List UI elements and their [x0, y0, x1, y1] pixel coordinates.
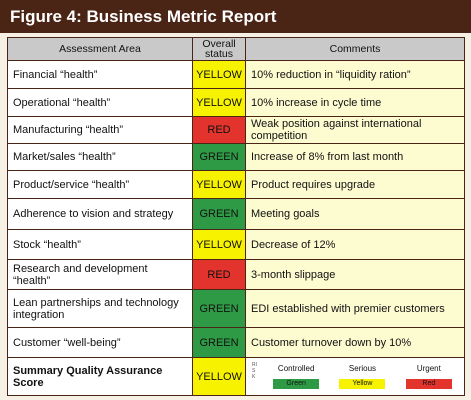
legend-swatch: Yellow	[339, 379, 386, 390]
metric-row: Operational “health” YELLOW 10% increase i…	[7, 88, 465, 117]
status-cell: GREEN	[192, 198, 246, 230]
comment: Increase of 8% from last month	[245, 143, 465, 171]
column-header: Overall status	[192, 37, 246, 61]
comment: Decrease of 12%	[245, 229, 465, 260]
legend-label: Urgent	[416, 363, 441, 373]
legend-level: Serious Yellow	[329, 361, 395, 393]
status-cell: GREEN	[192, 289, 246, 328]
summary-status: YELLOW	[192, 357, 246, 396]
assessment-area: Stock “health”	[7, 229, 193, 260]
comment: Product requires upgrade	[245, 170, 465, 199]
metric-row: Customer “well-being” GREEN Customer turno…	[7, 327, 465, 358]
legend-swatch: Red	[405, 379, 452, 390]
status-cell: YELLOW	[192, 88, 246, 117]
summary-label: Summary Quality Assurance Score	[7, 357, 193, 396]
title-bar: Figure 4: Business Metric Report	[0, 0, 471, 33]
status-cell: YELLOW	[192, 60, 246, 89]
assessment-area: Product/service “health”	[7, 170, 193, 199]
metric-row: Lean partnerships and technology integra…	[7, 289, 465, 328]
legend-label: Serious	[348, 363, 377, 373]
assessment-area: Customer “well-being”	[7, 327, 193, 358]
metric-row: Research and development “health” RED 3-mo…	[7, 259, 465, 290]
comment: 3-month slippage	[245, 259, 465, 290]
status-cell: YELLOW	[192, 229, 246, 260]
header-row: Assessment Area Overall status Comments	[7, 37, 465, 61]
column-header: Comments	[245, 37, 465, 61]
comment: Customer turnover down by 10%	[245, 327, 465, 358]
legend-swatch: Green	[273, 379, 320, 390]
assessment-area: Manufacturing “health”	[7, 116, 193, 144]
assessment-area: Research and development “health”	[7, 259, 193, 290]
status-cell: GREEN	[192, 143, 246, 171]
metric-row: Stock “health” YELLOW Decrease of 12%	[7, 229, 465, 260]
comment: Weak position against international comp…	[245, 116, 465, 144]
metric-row: Product/service “health” YELLOW Product re…	[7, 170, 465, 199]
comment: Meeting goals	[245, 198, 465, 230]
assessment-area: Operational “health”	[7, 88, 193, 117]
legend-level: Urgent Red	[396, 361, 462, 393]
assessment-area: Market/sales “health”	[7, 143, 193, 171]
summary-row: Summary Quality Assurance Score YELLOW RIS…	[7, 357, 465, 396]
legend-level: Controlled Green	[263, 361, 329, 393]
assessment-area: Financial “health”	[7, 60, 193, 89]
risk-label: RISK	[252, 361, 257, 380]
status-cell: YELLOW	[192, 170, 246, 199]
metric-row: Manufacturing “health” RED Weak position a…	[7, 116, 465, 144]
comment: 10% increase in cycle time	[245, 88, 465, 117]
assessment-area: Lean partnerships and technology integra…	[7, 289, 193, 328]
metric-row: Market/sales “health” GREEN Increase of 8%…	[7, 143, 465, 171]
metric-row: Adherence to vision and strategy GREEN Mee…	[7, 198, 465, 230]
status-cell: GREEN	[192, 327, 246, 358]
metric-row: Financial “health” YELLOW 10% reduction in…	[7, 60, 465, 89]
legend-cell: RISK Controlled Green Serious Yellow Urgent Re…	[245, 357, 465, 396]
status-cell: RED	[192, 259, 246, 290]
comment: EDI established with premier customers	[245, 289, 465, 328]
column-header: Assessment Area	[7, 37, 193, 61]
risk-legend: RISK Controlled Green Serious Yellow Urgent Re…	[248, 360, 462, 393]
assessment-area: Adherence to vision and strategy	[7, 198, 193, 230]
comment: 10% reduction in “liquidity ration”	[245, 60, 465, 89]
status-cell: RED	[192, 116, 246, 144]
metric-table: Assessment Area Overall status Comments Fin…	[7, 37, 465, 396]
legend-label: Controlled	[277, 363, 315, 373]
